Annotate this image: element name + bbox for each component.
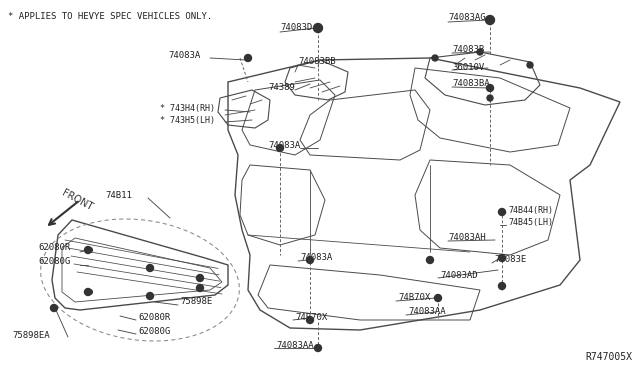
- Text: 36010V: 36010V: [452, 62, 484, 71]
- Text: 74B45(LH): 74B45(LH): [508, 218, 553, 227]
- Text: * 743H5(LH): * 743H5(LH): [160, 115, 215, 125]
- Circle shape: [499, 282, 506, 289]
- Circle shape: [314, 23, 323, 32]
- Text: 74083AH: 74083AH: [448, 234, 486, 243]
- Text: 74B70X: 74B70X: [398, 294, 430, 302]
- Text: 74083BA: 74083BA: [452, 80, 490, 89]
- Text: 74083A: 74083A: [268, 141, 300, 150]
- Text: * 743H4(RH): * 743H4(RH): [160, 103, 215, 112]
- Circle shape: [477, 49, 483, 55]
- Circle shape: [307, 317, 314, 324]
- Text: R747005X: R747005X: [585, 352, 632, 362]
- Text: 74B44(RH): 74B44(RH): [508, 205, 553, 215]
- Circle shape: [314, 344, 321, 352]
- Text: 62080R: 62080R: [138, 314, 170, 323]
- Circle shape: [487, 95, 493, 101]
- Text: 74083AA: 74083AA: [276, 340, 314, 350]
- Text: 74083A: 74083A: [300, 253, 332, 263]
- Circle shape: [435, 295, 442, 301]
- Circle shape: [432, 55, 438, 61]
- Circle shape: [51, 305, 58, 311]
- Circle shape: [196, 275, 204, 282]
- Circle shape: [527, 62, 533, 68]
- Text: 74B11: 74B11: [105, 190, 132, 199]
- Circle shape: [147, 264, 154, 272]
- Circle shape: [486, 16, 493, 23]
- Text: * APPLIES TO HEVYE SPEC VEHICLES ONLY.: * APPLIES TO HEVYE SPEC VEHICLES ONLY.: [8, 12, 212, 21]
- Text: 74083BB: 74083BB: [298, 58, 335, 67]
- Text: 75898EA: 75898EA: [12, 330, 50, 340]
- Text: 74083AD: 74083AD: [440, 270, 477, 279]
- Circle shape: [314, 25, 321, 32]
- Circle shape: [196, 285, 204, 292]
- Circle shape: [84, 247, 92, 253]
- Text: FRONT: FRONT: [60, 187, 94, 212]
- Circle shape: [426, 257, 433, 263]
- Text: 62080G: 62080G: [38, 257, 70, 266]
- Text: 74083AG: 74083AG: [448, 13, 486, 22]
- Circle shape: [499, 254, 506, 262]
- Text: 74083A: 74083A: [168, 51, 200, 60]
- Text: 62080G: 62080G: [138, 327, 170, 337]
- Text: 74389: 74389: [268, 83, 295, 93]
- Circle shape: [499, 208, 506, 215]
- Text: 62080R: 62080R: [38, 244, 70, 253]
- Circle shape: [486, 84, 493, 92]
- Circle shape: [486, 16, 495, 25]
- Text: 74B70X: 74B70X: [295, 314, 327, 323]
- Text: 75898E: 75898E: [180, 298, 212, 307]
- Circle shape: [84, 289, 92, 295]
- Circle shape: [307, 257, 314, 263]
- Text: 74083AA: 74083AA: [408, 308, 445, 317]
- Text: 74083B: 74083B: [452, 45, 484, 55]
- Circle shape: [276, 144, 284, 151]
- Circle shape: [244, 55, 252, 61]
- Circle shape: [147, 292, 154, 299]
- Text: 74083E: 74083E: [494, 256, 526, 264]
- Text: 74083D: 74083D: [280, 23, 312, 32]
